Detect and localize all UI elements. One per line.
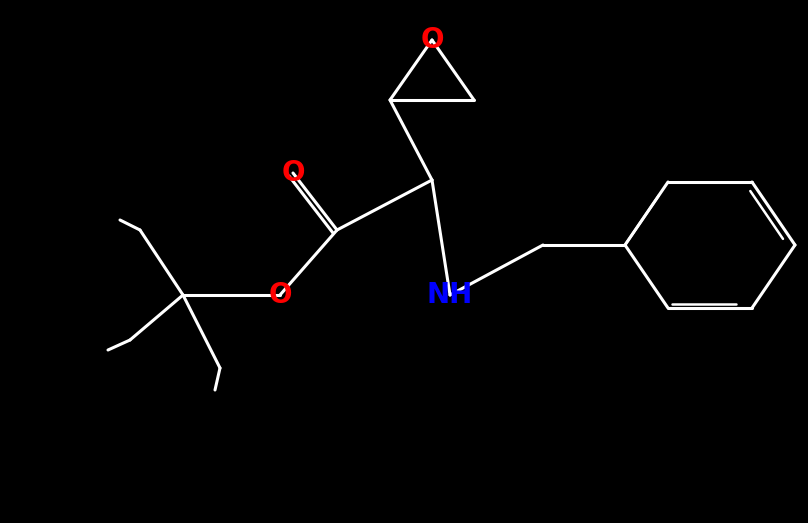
- Text: O: O: [268, 281, 292, 309]
- Text: O: O: [420, 26, 444, 54]
- Text: O: O: [281, 159, 305, 187]
- Text: NH: NH: [427, 281, 473, 309]
